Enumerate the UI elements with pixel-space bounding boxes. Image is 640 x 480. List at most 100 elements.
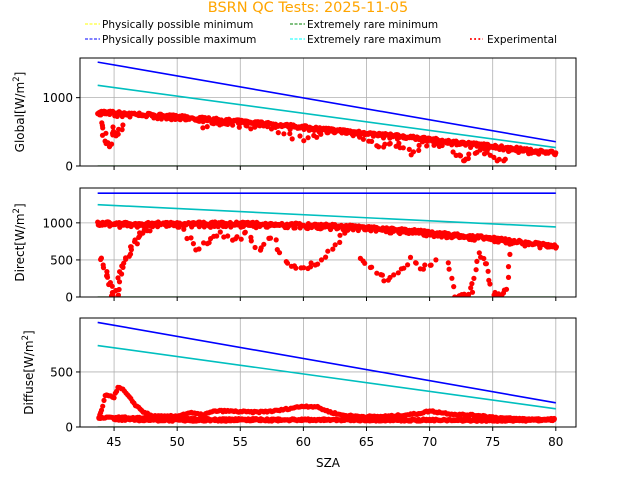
experimental-point [98,256,104,263]
experimental-point [481,255,487,262]
extremely-rare-maximum-line [97,84,556,149]
experimental-point [115,292,121,297]
experimental-point [305,135,311,141]
experimental-point [276,250,283,256]
experimental-point [275,130,281,136]
experimental-point [181,226,187,232]
panel-frame [79,57,577,167]
experimental-point [400,145,406,151]
experimental-point [217,122,223,128]
experimental-point [420,266,426,272]
x-tick-label: 60 [296,435,311,449]
x-axis-ticks: 45 50 55 60 65 70 75 80 [106,435,563,449]
y-tick-label: 0 [65,160,73,174]
experimental-point [439,142,445,149]
extremely-rare-maximum-line [97,344,556,410]
legend-entry-phys-max: Physically possible maximum [85,34,256,46]
experimental-point [248,126,254,132]
experimental-point [110,124,116,130]
experimental-point [252,244,258,251]
y-tick-label: 1000 [42,91,73,105]
x-tick-label: 70 [422,435,437,449]
experimental-point [487,281,493,287]
y-tick-label: 0 [65,291,73,305]
experimental-point [244,123,250,129]
experimental-point [292,225,298,231]
experimental-point [461,291,467,297]
experimental-point [381,278,387,284]
experimental-point [416,147,422,153]
experimental-point [433,257,439,263]
experimental-point [379,272,385,278]
experimental-point [211,121,217,127]
experimental-point [406,146,412,152]
x-tick-label: 75 [485,435,500,449]
experimental-point [422,262,428,268]
experimental-point [387,274,393,281]
experimental-point [485,268,491,274]
experimental-point [196,246,202,252]
experimental-point [474,258,480,264]
x-tick-label: 65 [359,435,374,449]
experimental-point [507,251,513,257]
experimental-point [308,264,314,270]
experimental-point [200,125,206,131]
experimental-point [357,134,363,140]
legend-label-phys-min: Physically possible minimum [102,19,253,31]
experimental-point [457,153,464,159]
experimental-point [466,291,472,297]
experimental-point [103,130,109,136]
experimental-point [318,131,324,137]
experimental-point [225,121,231,127]
experimental-point [123,256,129,262]
legend-label-rare-min: Extremely rare minimum [307,19,438,31]
experimental-point [469,289,476,295]
experimental-point [337,232,343,238]
experimental-point [115,275,121,281]
experimental-point [217,229,223,235]
legend-label-experimental: Experimental [487,34,557,46]
experimental-point [482,261,489,267]
experimental-point [332,242,338,248]
experimental-point [101,397,107,403]
experimental-point [252,124,258,130]
experimental-point [360,136,366,142]
experimental-point [382,141,388,147]
experimental-point [132,237,138,243]
experimental-point [330,246,336,252]
experimental-point [258,245,264,251]
legend-label-rare-max: Extremely rare maximum [307,34,441,46]
panel-frame [79,187,577,298]
experimental-point [267,235,274,241]
panel-diffuse: 0 500 Diffuse[W/m2] [21,317,577,435]
experimental-point [297,133,303,139]
experimental-point [401,265,407,271]
experimental-point [471,275,477,281]
experimental-point [413,260,419,266]
experimental-point [256,119,262,125]
experimental-point [293,265,299,271]
experimental-point [242,229,248,235]
x-tick-label: 55 [233,435,248,449]
experimental-point [416,142,422,148]
experimental-point [98,407,105,413]
experimental-point [473,267,479,273]
legend: Physically possible minimum Extremely ra… [85,19,557,46]
experimental-point [204,124,210,130]
experimental-point [225,233,231,239]
experimental-point [395,270,401,276]
experimental-point [450,149,456,155]
experimental-point [287,131,293,137]
panel-direct: 0 500 1000 Direct[W/m2] [12,187,577,305]
experimental-point [315,261,321,267]
plot-area [96,321,557,427]
experimental-point [128,244,134,250]
experimental-point [553,244,560,250]
y-axis-label: Global[W/m2] [12,72,27,153]
experimental-point [332,129,338,136]
legend-entry-phys-min: Physically possible minimum [85,19,253,31]
experimental-point [503,286,510,292]
experimental-point [100,403,106,409]
experimental-point [337,239,343,245]
experimental-point [468,285,474,291]
